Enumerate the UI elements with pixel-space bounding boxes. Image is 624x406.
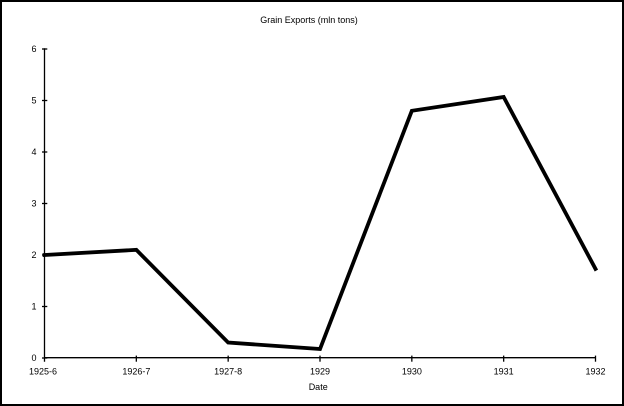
svg-text:1930: 1930: [402, 367, 422, 377]
svg-text:2: 2: [31, 250, 36, 260]
svg-text:0: 0: [31, 353, 36, 363]
svg-text:1926-7: 1926-7: [122, 367, 150, 377]
svg-text:1927-8: 1927-8: [214, 367, 242, 377]
svg-text:1932: 1932: [585, 367, 605, 377]
svg-text:1: 1: [31, 302, 36, 312]
svg-text:1929: 1929: [310, 367, 330, 377]
svg-text:3: 3: [31, 199, 36, 209]
svg-text:1931: 1931: [494, 367, 514, 377]
svg-text:6: 6: [31, 44, 36, 54]
svg-text:Date: Date: [309, 382, 328, 392]
svg-text:1925-6: 1925-6: [29, 367, 57, 377]
svg-text:5: 5: [31, 96, 36, 106]
svg-text:Grain Exports (mln tons): Grain Exports (mln tons): [260, 15, 358, 25]
svg-text:4: 4: [31, 147, 36, 157]
